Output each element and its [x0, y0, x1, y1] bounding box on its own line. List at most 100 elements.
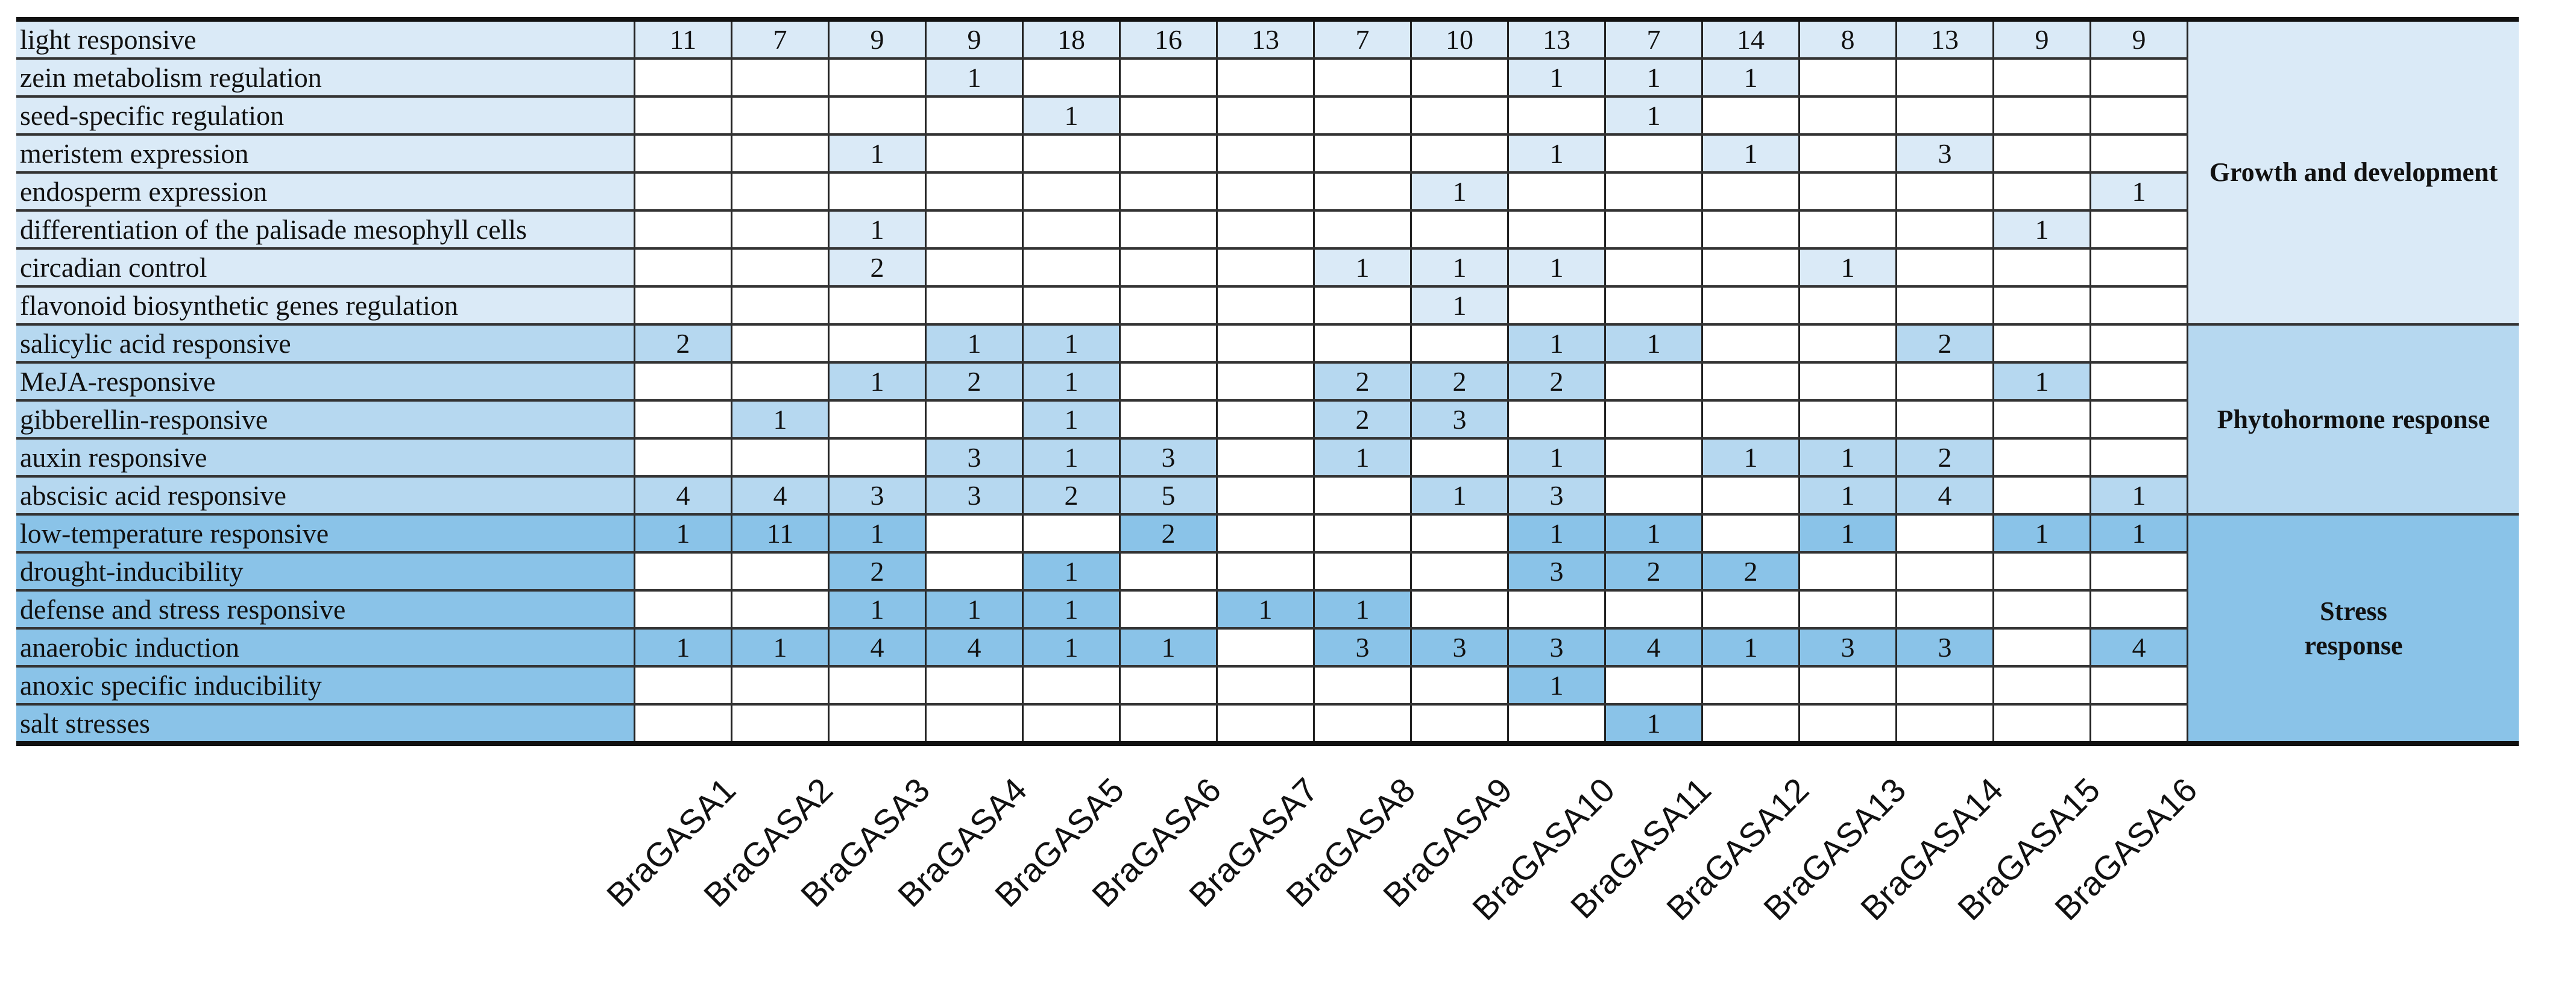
value-cell: 1 — [2089, 476, 2188, 516]
value-cell — [1895, 286, 1994, 326]
row-label: meristem expression — [16, 134, 635, 174]
value-cell — [1604, 362, 1703, 402]
value-cell — [1798, 58, 1897, 98]
value-cell — [1895, 96, 1994, 136]
value-cell — [1216, 704, 1315, 745]
value-cell — [1895, 590, 1994, 630]
value-cell — [828, 172, 927, 212]
value-cell — [1895, 400, 1994, 440]
value-cell — [634, 590, 732, 630]
value-cell — [1992, 58, 2091, 98]
value-cell: 1 — [1507, 324, 1606, 364]
cis-element-table: light responsive 11 7 9 9 18 16 13 7 10 13 7 14 8 13 9 9… — [16, 17, 2519, 746]
value-cell — [1701, 248, 1800, 288]
value-cell — [1119, 134, 1218, 174]
value-cell — [1216, 58, 1315, 98]
table-row: meristem expression 1 1 1 3 — [16, 134, 2519, 174]
table-row: abscisic acid responsive 4 4 3 3 2 5 1 3 1 4 1 — [16, 476, 2519, 516]
value-cell — [1216, 438, 1315, 478]
value-cell — [925, 552, 1024, 592]
value-cell — [925, 286, 1024, 326]
value-cell: 1 — [1992, 514, 2091, 554]
value-cell — [828, 666, 927, 706]
value-cell — [1895, 514, 1994, 554]
value-cell: 2 — [1119, 514, 1218, 554]
value-cell — [1313, 96, 1412, 136]
value-cell — [1022, 210, 1121, 250]
value-cell: 4 — [1604, 628, 1703, 668]
value-cell — [2089, 704, 2188, 745]
value-cell — [1992, 476, 2091, 516]
value-cell — [1701, 362, 1800, 402]
value-cell: 3 — [1895, 628, 1994, 668]
value-cell: 1 — [1216, 590, 1315, 630]
gene-label: BraGASA2 — [696, 770, 840, 914]
gene-label: BraGASA11 — [1563, 770, 1719, 926]
value-cell — [1701, 210, 1800, 250]
value-cell — [1313, 172, 1412, 212]
gene-label: BraGASA13 — [1756, 770, 1913, 927]
value-cell — [1216, 514, 1315, 554]
value-cell: 1 — [634, 628, 732, 668]
value-cell — [1410, 96, 1509, 136]
value-cell — [1216, 552, 1315, 592]
value-cell: 16 — [1119, 19, 1218, 60]
value-cell — [1410, 514, 1509, 554]
value-cell — [1895, 210, 1994, 250]
value-cell — [731, 58, 830, 98]
value-cell — [1022, 666, 1121, 706]
value-cell — [1798, 96, 1897, 136]
value-cell — [1701, 590, 1800, 630]
row-label: anoxic specific inducibility — [16, 666, 635, 706]
value-cell: 1 — [1798, 438, 1897, 478]
value-cell: 1 — [1507, 134, 1606, 174]
row-label: gibberellin-responsive — [16, 400, 635, 440]
value-cell: 1 — [1507, 514, 1606, 554]
value-cell — [1507, 96, 1606, 136]
value-cell — [1604, 438, 1703, 478]
value-cell: 1 — [1992, 210, 2091, 250]
gene-label: BraGASA1 — [599, 770, 743, 914]
value-cell — [1895, 552, 1994, 592]
value-cell: 3 — [1313, 628, 1412, 668]
row-label: drought-inducibility — [16, 552, 635, 592]
value-cell — [634, 286, 732, 326]
value-cell — [1701, 172, 1800, 212]
group-label: Stress response — [2187, 514, 2519, 745]
value-cell — [1507, 704, 1606, 745]
value-cell: 1 — [1410, 172, 1509, 212]
value-cell: 1 — [1313, 590, 1412, 630]
table-row: MeJA-responsive 1 2 1 2 2 2 1 — [16, 362, 2519, 402]
value-cell — [1119, 362, 1218, 402]
value-cell — [828, 58, 927, 98]
value-cell: 1 — [1022, 400, 1121, 440]
row-label: defense and stress responsive — [16, 590, 635, 630]
value-cell — [731, 248, 830, 288]
value-cell — [1798, 590, 1897, 630]
value-cell — [1992, 134, 2091, 174]
gene-label: BraGASA4 — [890, 770, 1034, 914]
value-cell — [634, 438, 732, 478]
value-cell: 3 — [828, 476, 927, 516]
value-cell: 1 — [1022, 628, 1121, 668]
value-cell: 1 — [1022, 438, 1121, 478]
value-cell — [634, 362, 732, 402]
value-cell — [1604, 248, 1703, 288]
row-label: flavonoid biosynthetic genes regulation — [16, 286, 635, 326]
table-row: endosperm expression 1 1 — [16, 172, 2519, 212]
value-cell — [1022, 514, 1121, 554]
value-cell: 1 — [828, 514, 927, 554]
value-cell — [1895, 362, 1994, 402]
table-row: low-temperature responsive 1 11 1 2 1 1 1 1 1 Stre… — [16, 514, 2519, 745]
value-cell: 1 — [1022, 324, 1121, 364]
value-cell: 9 — [1992, 19, 2091, 60]
table-row: auxin responsive 3 1 3 1 1 1 1 2 — [16, 438, 2519, 478]
gene-label: BraGASA3 — [793, 770, 937, 914]
value-cell: 1 — [731, 628, 830, 668]
value-cell: 4 — [2089, 628, 2188, 668]
value-cell: 7 — [731, 19, 830, 60]
value-cell — [1604, 476, 1703, 516]
value-cell — [1798, 552, 1897, 592]
value-cell — [1119, 704, 1218, 745]
value-cell: 2 — [1507, 362, 1606, 402]
